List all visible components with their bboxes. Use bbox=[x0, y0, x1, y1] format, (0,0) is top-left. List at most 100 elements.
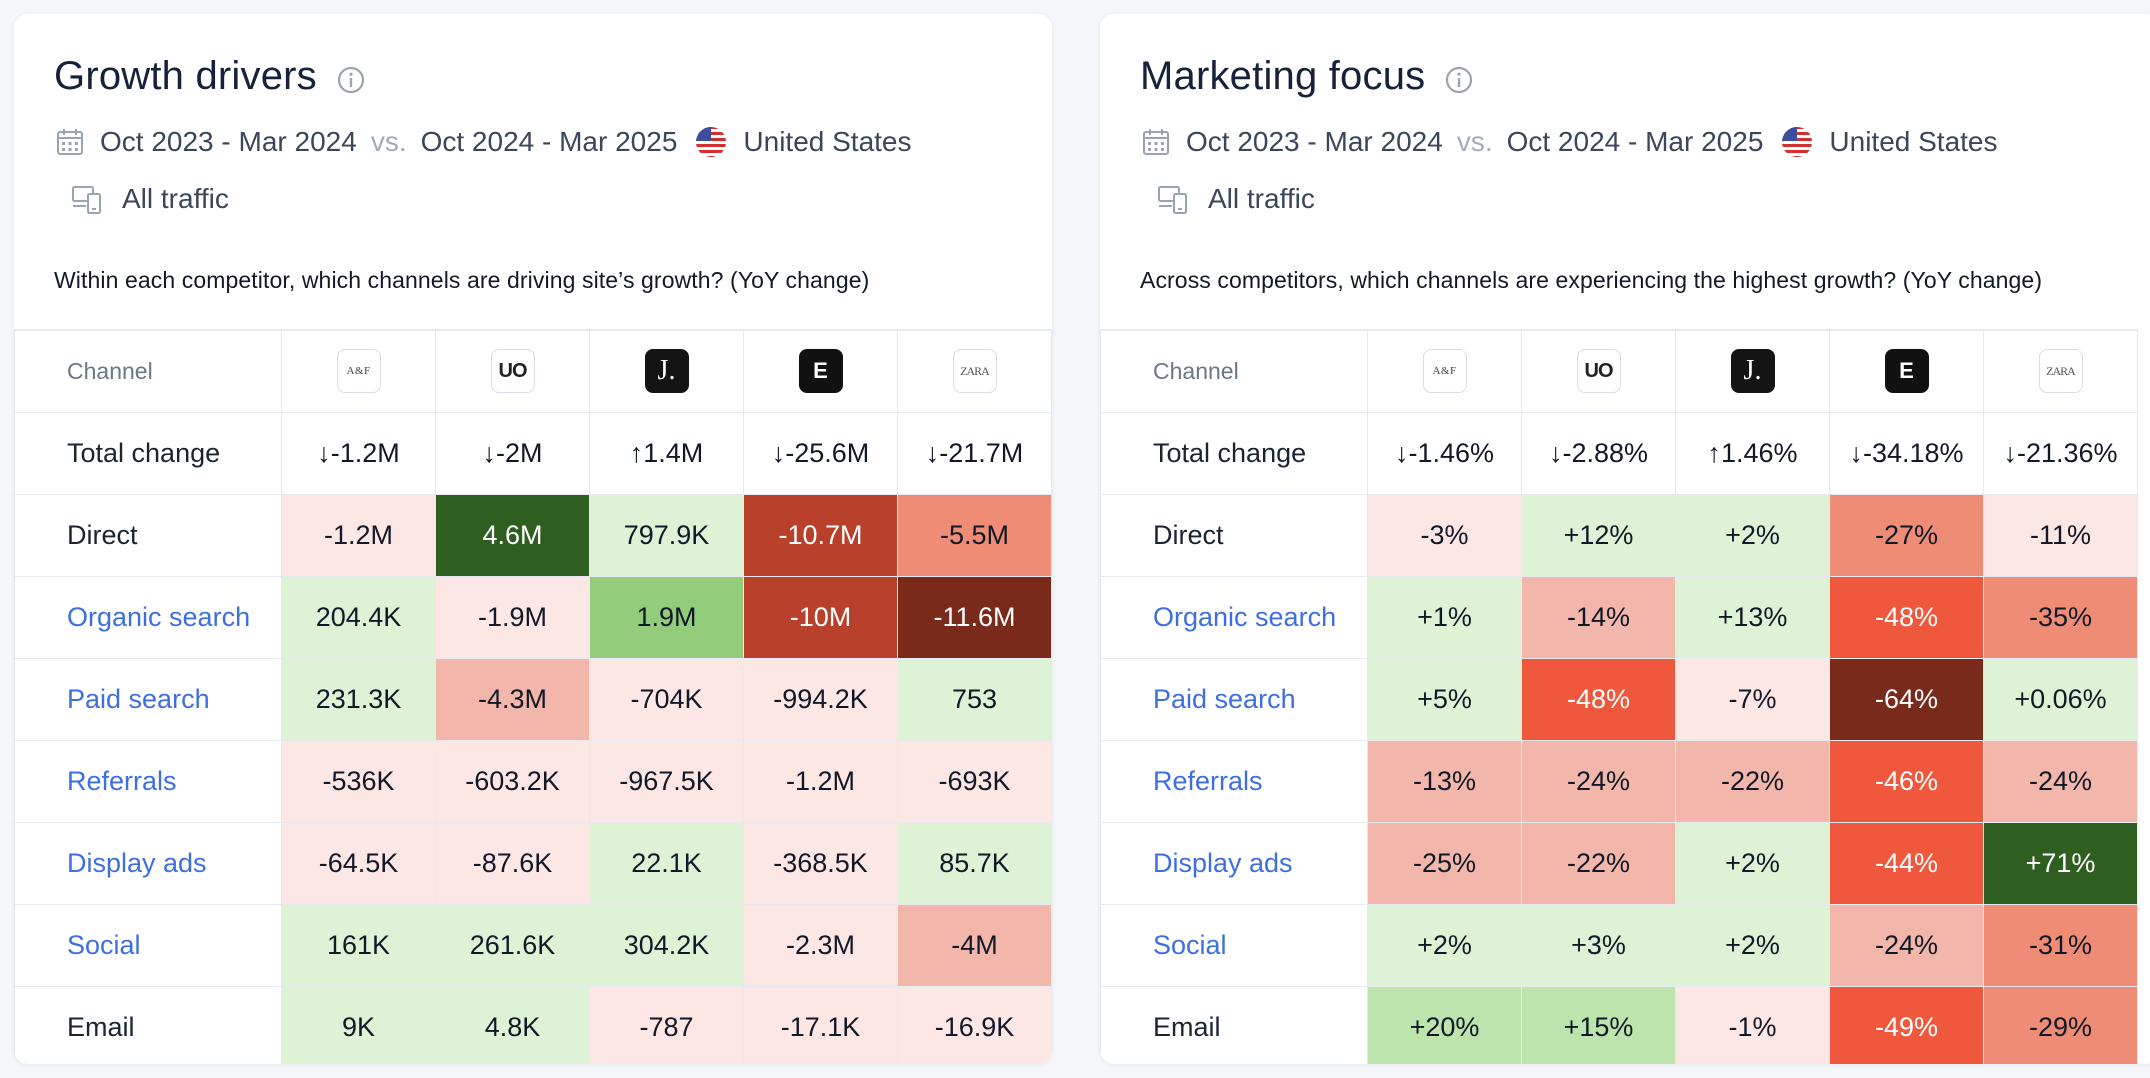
competitor-column-header[interactable]: E bbox=[1829, 329, 1984, 413]
total-change-value: ↓-34.18% bbox=[1829, 411, 1984, 495]
heatmap-cell: -368.5K bbox=[743, 821, 898, 905]
table-row: Direct -1.2M 4.6M 797.9K -10.7M -5.5M bbox=[14, 493, 1052, 577]
table-row: Direct -3% +12% +2% -27% -11% bbox=[1100, 493, 2138, 577]
question-text: Across competitors, which channels are e… bbox=[1140, 267, 2043, 293]
heatmap-cell: +3% bbox=[1521, 903, 1676, 987]
traffic-row: All traffic bbox=[1156, 182, 1315, 216]
date-range-b[interactable]: Oct 2024 - Mar 2025 bbox=[420, 126, 678, 157]
heatmap-cell: -4M bbox=[897, 903, 1052, 987]
heatmap-cell: -11.6M bbox=[897, 575, 1052, 659]
heatmap-cell: +12% bbox=[1521, 493, 1676, 577]
heatmap-cell: -44% bbox=[1829, 821, 1984, 905]
date-range-a[interactable]: Oct 2023 - Mar 2024 bbox=[100, 126, 357, 157]
heatmap-cell: +5% bbox=[1367, 657, 1522, 741]
heatmap-cell: +2% bbox=[1675, 821, 1830, 905]
channel-label[interactable]: Organic search bbox=[14, 575, 282, 659]
heatmap-cell: +2% bbox=[1675, 493, 1830, 577]
total-change-value: ↓-25.6M bbox=[743, 411, 898, 495]
competitor-column-header[interactable]: J. bbox=[1675, 329, 1830, 413]
date-range-a[interactable]: Oct 2023 - Mar 2024 bbox=[1186, 126, 1443, 157]
calendar-icon bbox=[57, 129, 83, 155]
heatmap-cell: -10.7M bbox=[743, 493, 898, 577]
date-range-row: Oct 2023 - Mar 2024 vs. Oct 2024 - Mar 2… bbox=[1140, 126, 1998, 158]
country-label[interactable]: United States bbox=[743, 126, 912, 157]
heatmap-cell: +13% bbox=[1675, 575, 1830, 659]
heatmap-cell: -3% bbox=[1367, 493, 1522, 577]
heatmap-cell: +2% bbox=[1675, 903, 1830, 987]
date-range-b[interactable]: Oct 2024 - Mar 2025 bbox=[1506, 126, 1764, 157]
table-row: Display ads -25% -22% +2% -44% +71% bbox=[1100, 821, 2138, 905]
channel-label[interactable]: Social bbox=[1100, 903, 1368, 987]
heatmap-cell: -16.9K bbox=[897, 985, 1052, 1064]
competitor-column-header[interactable]: UO bbox=[435, 329, 590, 413]
table-row: Organic search +1% -14% +13% -48% -35% bbox=[1100, 575, 2138, 659]
channel-label: Email bbox=[1100, 985, 1368, 1064]
competitor-column-header[interactable]: E bbox=[743, 329, 898, 413]
total-change-value: ↓-1.2M bbox=[281, 411, 436, 495]
channel-label[interactable]: Referrals bbox=[1100, 739, 1368, 823]
heatmap-cell: -27% bbox=[1829, 493, 1984, 577]
channel-label[interactable]: Paid search bbox=[1100, 657, 1368, 741]
heatmap-cell: -24% bbox=[1829, 903, 1984, 987]
traffic-label[interactable]: All traffic bbox=[122, 183, 229, 214]
heatmap-cell: -1.2M bbox=[281, 493, 436, 577]
country-label[interactable]: United States bbox=[1829, 126, 1998, 157]
heatmap-cell: -7% bbox=[1675, 657, 1830, 741]
heatmap-cell: 204.4K bbox=[281, 575, 436, 659]
info-icon[interactable] bbox=[335, 64, 367, 96]
urban-outfitters-logo-icon: UO bbox=[1576, 349, 1621, 394]
competitor-column-header[interactable]: A&F bbox=[281, 329, 436, 413]
channel-label: Direct bbox=[1100, 493, 1368, 577]
zara-logo-icon: ZARA bbox=[2038, 349, 2083, 394]
heatmap-cell: -967.5K bbox=[589, 739, 744, 823]
traffic-label[interactable]: All traffic bbox=[1208, 183, 1315, 214]
channel-label[interactable]: Paid search bbox=[14, 657, 282, 741]
channel-label: Direct bbox=[14, 493, 282, 577]
channel-column-header: Channel bbox=[14, 329, 282, 413]
heatmap-cell: 797.9K bbox=[589, 493, 744, 577]
heatmap-cell: -35% bbox=[1983, 575, 2138, 659]
heatmap-cell: -64% bbox=[1829, 657, 1984, 741]
heatmap-cell: 9K bbox=[281, 985, 436, 1064]
us-flag-icon bbox=[1782, 127, 1813, 157]
heatmap-cell: -48% bbox=[1521, 657, 1676, 741]
card-title: Marketing focus bbox=[1140, 54, 1426, 98]
competitor-column-header[interactable]: UO bbox=[1521, 329, 1676, 413]
card-header: Marketing focus Oct 2023 - Mar 2024 vs. … bbox=[1100, 14, 2150, 329]
table-row: Paid search 231.3K -4.3M -704K -994.2K 753 bbox=[14, 657, 1052, 741]
heatmap-cell: -64.5K bbox=[281, 821, 436, 905]
channel-label: Email bbox=[14, 985, 282, 1064]
channel-label[interactable]: Social bbox=[14, 903, 282, 987]
channel-label[interactable]: Display ads bbox=[1100, 821, 1368, 905]
heatmap-cell: +20% bbox=[1367, 985, 1522, 1064]
info-icon[interactable] bbox=[1443, 64, 1475, 96]
heatmap-cell: -49% bbox=[1829, 985, 1984, 1064]
heatmap-cell: 304.2K bbox=[589, 903, 744, 987]
competitor-column-header[interactable]: ZARA bbox=[1983, 329, 2138, 413]
title-row: Growth drivers bbox=[54, 54, 367, 99]
competitor-column-header[interactable]: A&F bbox=[1367, 329, 1522, 413]
heatmap-cell: +1% bbox=[1367, 575, 1522, 659]
devices-icon bbox=[1158, 186, 1187, 214]
competitor-column-header[interactable]: J. bbox=[589, 329, 744, 413]
heatmap-cell: -29% bbox=[1983, 985, 2138, 1064]
channel-label[interactable]: Organic search bbox=[1100, 575, 1368, 659]
header-row: Channel A&F UO J. E ZARA bbox=[1100, 329, 2138, 413]
total-change-value: ↓-2.88% bbox=[1521, 411, 1676, 495]
channel-label[interactable]: Display ads bbox=[14, 821, 282, 905]
heatmap-cell: 261.6K bbox=[435, 903, 590, 987]
jcrew-logo-icon: J. bbox=[1730, 349, 1775, 394]
heatmap-cell: -13% bbox=[1367, 739, 1522, 823]
channel-label[interactable]: Referrals bbox=[14, 739, 282, 823]
heatmap-cell: +15% bbox=[1521, 985, 1676, 1064]
heatmap-cell: -48% bbox=[1829, 575, 1984, 659]
table-row: Social 161K 261.6K 304.2K -2.3M -4M bbox=[14, 903, 1052, 987]
total-change-row: Total change ↓-1.46% ↓-2.88% ↑1.46% ↓-34.18%… bbox=[1100, 411, 2138, 495]
competitor-column-header[interactable]: ZARA bbox=[897, 329, 1052, 413]
table-row: Referrals -13% -24% -22% -46% -24% bbox=[1100, 739, 2138, 823]
card-title: Growth drivers bbox=[54, 54, 317, 98]
title-row: Marketing focus bbox=[1140, 54, 1475, 99]
total-change-value: ↓-21.7M bbox=[897, 411, 1052, 495]
marketing-focus-table: Channel A&F UO J. E ZARA Total change ↓-1.46% ↓-… bbox=[1100, 329, 2138, 1064]
heatmap-cell: 85.7K bbox=[897, 821, 1052, 905]
